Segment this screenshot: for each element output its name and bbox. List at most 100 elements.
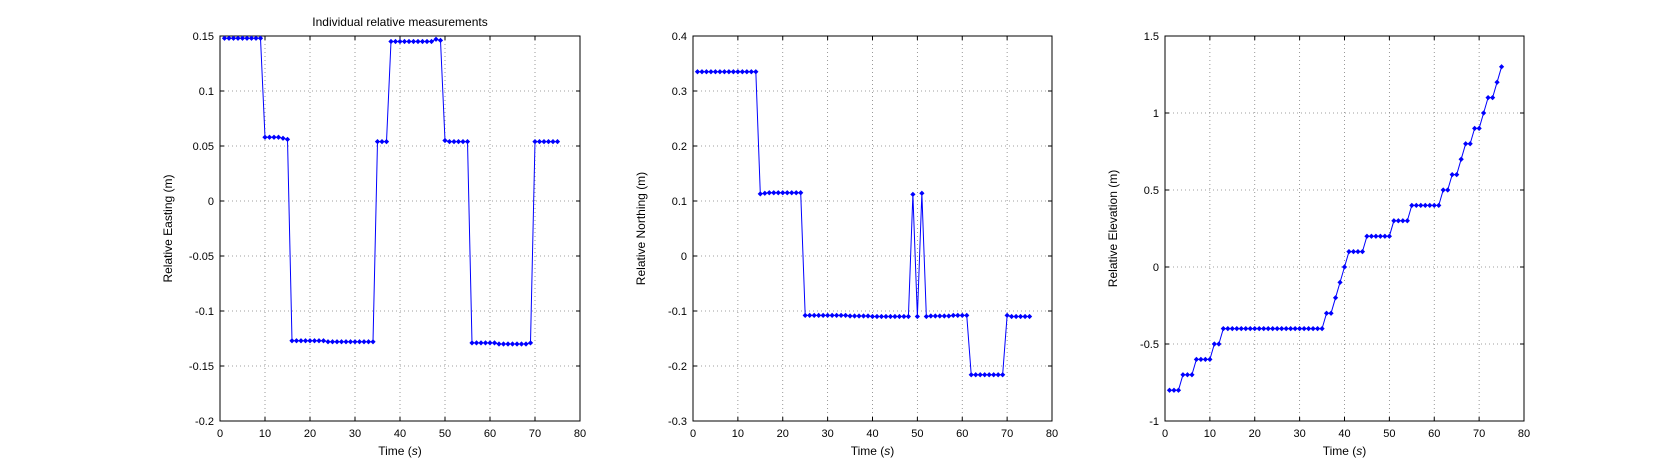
y-tick-label: -0.1 — [195, 306, 214, 318]
axes-2: 0 10 20 30 40 50 60 70 80 -0.3 -0.2 -0.1 0 0.1 0.2 0.3 0… — [634, 31, 1058, 458]
data-point — [923, 313, 929, 320]
y-axis-label: Relative Easting (m) — [161, 174, 175, 282]
y-tick-label: 1.5 — [1144, 31, 1159, 43]
x-tick-label: 0 — [1162, 428, 1168, 440]
data-point — [464, 138, 471, 145]
data-point — [383, 138, 390, 145]
x-axis-label: Time (s) — [1323, 444, 1367, 458]
data-point — [428, 38, 435, 45]
data-point — [905, 313, 912, 320]
y-tick-label: 1 — [1153, 108, 1159, 120]
data-point — [1319, 325, 1325, 332]
axes-1: 0 10 20 30 40 50 60 70 80 -0.2 -0.15 -0.1 -0.05 0 0.05… — [161, 15, 586, 458]
y-tick-label: -0.5 — [1140, 339, 1159, 351]
data-point — [1458, 156, 1464, 162]
data-point — [1445, 187, 1451, 193]
data-point — [1216, 341, 1222, 347]
data-point — [527, 340, 534, 346]
data-point — [433, 36, 439, 42]
y-tick-label: -0.05 — [189, 251, 214, 263]
data-point — [842, 312, 849, 319]
data-point — [284, 136, 291, 143]
data-point — [1328, 310, 1334, 316]
y-tick-label: 0 — [208, 196, 214, 208]
data-point — [1476, 125, 1482, 132]
data-point — [1489, 94, 1496, 101]
x-tick-label: 80 — [1518, 428, 1530, 440]
data-point — [753, 69, 759, 75]
axes-3: 0 10 20 30 40 50 60 70 80 -1 -0.5 0 0.5 1 1.5 Time (s) R… — [1106, 31, 1530, 458]
x-tick-label: 10 — [1204, 428, 1216, 440]
x-tick-label: 60 — [1428, 428, 1440, 440]
y-tick-label: 0.1 — [672, 196, 687, 208]
data-point — [1359, 248, 1366, 255]
x-tick-label: 0 — [217, 428, 223, 440]
data-point — [1189, 372, 1195, 378]
x-axis-label: Time (s) — [378, 444, 422, 458]
data-point — [1004, 312, 1010, 319]
y-tick-label: 0.5 — [1144, 185, 1159, 197]
x-tick-label: 20 — [1249, 428, 1261, 440]
x-tick-label: 30 — [349, 428, 361, 440]
data-point — [1467, 141, 1473, 147]
x-tick-label: 40 — [394, 428, 406, 440]
data-point — [1404, 218, 1410, 224]
y-tick-label: -1 — [1149, 416, 1159, 428]
data-point — [865, 313, 871, 319]
data-point — [946, 313, 952, 319]
y-tick-label: 0.2 — [672, 141, 687, 153]
data-point — [1175, 387, 1182, 393]
y-tick-label: -0.1 — [668, 306, 687, 318]
data-point — [1494, 79, 1500, 85]
data-point — [370, 339, 376, 345]
y-axis-label: Relative Elevation (m) — [1106, 170, 1120, 287]
data-point — [1480, 110, 1487, 116]
x-tick-label: 60 — [956, 428, 968, 440]
data-point — [1026, 313, 1033, 320]
data-point — [1436, 202, 1442, 209]
data-point — [320, 338, 327, 344]
y-tick-label: 0.1 — [199, 86, 214, 98]
x-tick-label: 70 — [1001, 428, 1013, 440]
data-point — [910, 191, 916, 198]
x-tick-label: 0 — [690, 428, 696, 440]
data-point — [554, 138, 561, 145]
chart-title: Individual relative measurements — [312, 15, 487, 29]
data-point — [1332, 295, 1339, 301]
x-tick-label: 40 — [1338, 428, 1350, 440]
y-tick-label: 0.05 — [193, 141, 214, 153]
data-point — [437, 37, 444, 44]
data-point — [257, 35, 264, 41]
data-point — [757, 191, 763, 197]
data-point — [491, 340, 498, 346]
y-tick-label: -0.2 — [195, 416, 214, 428]
y-tick-label: -0.3 — [668, 416, 687, 428]
data-point — [919, 190, 925, 196]
data-point — [798, 190, 804, 196]
x-tick-label: 50 — [911, 428, 923, 440]
x-tick-label: 20 — [304, 428, 316, 440]
x-tick-label: 30 — [822, 428, 834, 440]
y-tick-label: 0.15 — [193, 31, 214, 43]
x-tick-label: 40 — [866, 428, 878, 440]
y-tick-label: 0 — [681, 251, 687, 263]
y-tick-label: 0 — [1153, 262, 1159, 274]
x-tick-label: 70 — [1473, 428, 1485, 440]
data-point — [1337, 279, 1343, 286]
data-point — [442, 137, 448, 144]
x-tick-label: 20 — [777, 428, 789, 440]
x-tick-label: 70 — [529, 428, 541, 440]
data-point — [280, 135, 286, 141]
x-tick-label: 30 — [1294, 428, 1306, 440]
x-tick-label: 80 — [574, 428, 586, 440]
x-tick-label: 50 — [1383, 428, 1395, 440]
y-tick-label: 0.4 — [672, 31, 687, 43]
data-point — [1207, 356, 1213, 363]
x-tick-label: 80 — [1046, 428, 1058, 440]
data-point — [1386, 233, 1392, 239]
x-tick-label: 50 — [439, 428, 451, 440]
x-tick-label: 10 — [732, 428, 744, 440]
y-tick-label: -0.15 — [189, 361, 214, 373]
data-point — [762, 190, 768, 196]
